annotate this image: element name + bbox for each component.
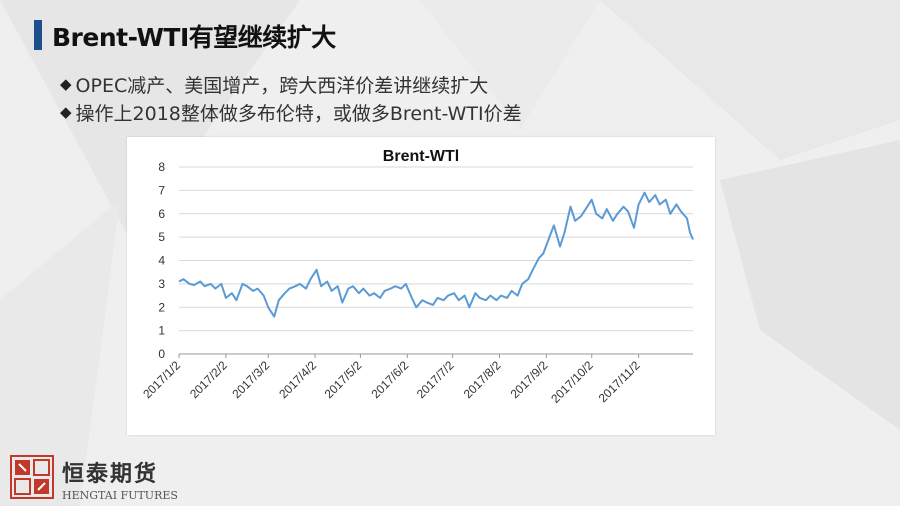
chart-title: Brent-WTl	[383, 148, 459, 165]
x-tick-label: 2017/6/2	[368, 358, 411, 401]
company-name-en: HENGTAI FUTURES	[62, 489, 178, 502]
y-tick-label: 3	[158, 277, 165, 291]
slide-title: Brent-WTI有望继续扩大	[52, 23, 336, 52]
diamond-bullet-icon: ◆	[60, 103, 72, 121]
y-tick-label: 7	[158, 183, 165, 197]
y-tick-label: 4	[158, 254, 165, 268]
company-brand: 恒泰期货 HENGTAI FUTURES	[62, 456, 178, 502]
series-line	[178, 191, 694, 318]
company-name-cn: 恒泰期货	[62, 462, 159, 487]
title-accent-bar	[34, 20, 42, 50]
y-tick-label: 1	[158, 324, 165, 338]
bullet-item: ◆ OPEC减产、美国增产，跨大西洋价差讲继续扩大	[60, 70, 522, 98]
y-tick-label: 6	[158, 207, 165, 221]
y-tick-label: 0	[158, 347, 165, 361]
x-tick-label: 2017/1/2	[140, 358, 183, 401]
grid-lines	[179, 166, 693, 355]
x-tick-label: 2017/4/2	[276, 358, 319, 401]
bullet-item: ◆ 操作上2018整体做多布伦特，或做多Brent-WTI价差	[60, 98, 522, 126]
y-tick-label: 5	[158, 230, 165, 244]
series-group	[178, 191, 694, 318]
hengtai-seal-logo-icon	[10, 455, 54, 499]
x-tick-label: 2017/9/2	[508, 358, 551, 401]
x-tick-label: 2017/8/2	[461, 358, 504, 401]
diamond-bullet-icon: ◆	[60, 75, 72, 93]
y-axis-ticks: 0 1 2 3 4 5 6 7 8	[158, 160, 165, 361]
x-tick-label: 2017/7/2	[414, 358, 457, 401]
bullet-text: OPEC减产、美国增产，跨大西洋价差讲继续扩大	[75, 74, 489, 97]
x-tick-label: 2017/11/2	[596, 358, 643, 405]
x-tick-label: 2017/3/2	[229, 358, 272, 401]
bullet-list: ◆ OPEC减产、美国增产，跨大西洋价差讲继续扩大 ◆ 操作上2018整体做多布…	[60, 70, 522, 126]
y-tick-label: 8	[158, 160, 165, 174]
y-tick-label: 2	[158, 300, 165, 314]
x-axis-ticks: 2017/1/2 2017/2/2 2017/3/2 2017/4/2 2017/5/2…	[140, 354, 643, 406]
x-tick-label: 2017/5/2	[322, 358, 365, 401]
x-tick-label: 2017/10/2	[548, 358, 596, 406]
bullet-text: 操作上2018整体做多布伦特，或做多Brent-WTI价差	[75, 102, 522, 125]
x-tick-label: 2017/2/2	[187, 358, 230, 401]
